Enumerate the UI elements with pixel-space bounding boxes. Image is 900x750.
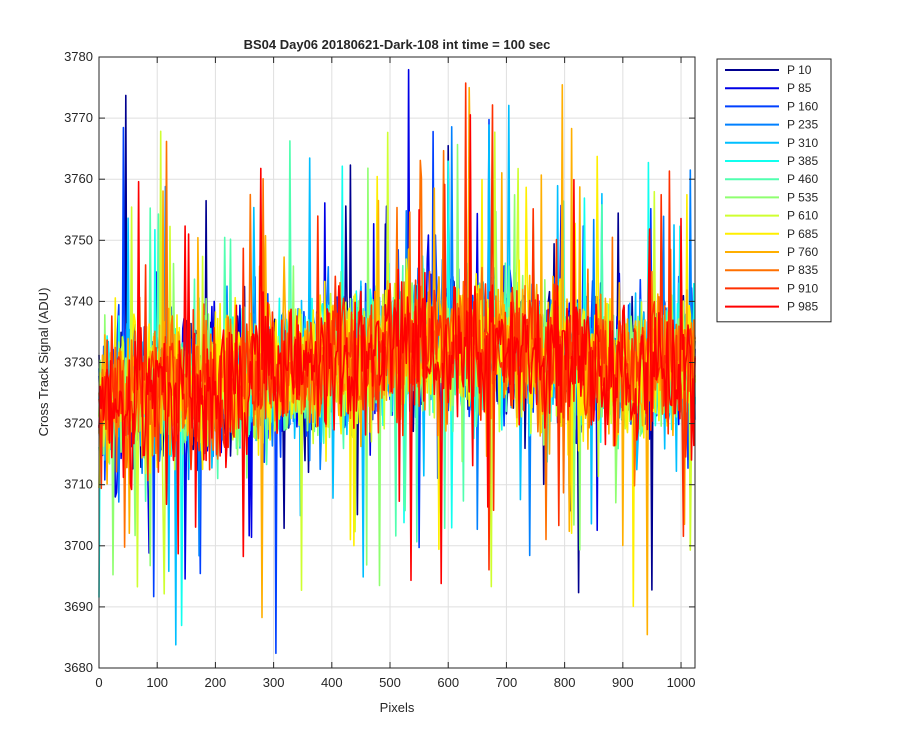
legend-label: P 235 xyxy=(787,118,818,132)
y-tick-label: 3780 xyxy=(64,49,93,64)
x-tick-label: 700 xyxy=(496,675,518,690)
legend-label: P 85 xyxy=(787,81,812,95)
legend-label: P 10 xyxy=(787,63,812,77)
y-axis: 3680 3690 3700 3710 3720 3730 3740 3750 3760 3770… xyxy=(64,49,695,675)
series-line xyxy=(98,114,696,585)
y-tick-label: 3760 xyxy=(64,171,93,186)
legend[interactable]: P 10 P 85 P 160 P 235 P 310 P 385 P 460 P 535 P … xyxy=(716,58,832,323)
legend-label: P 835 xyxy=(787,263,818,277)
legend-label: P 535 xyxy=(787,190,818,204)
legend-label: P 310 xyxy=(787,136,818,150)
legend-box xyxy=(716,58,832,323)
legend-label: P 460 xyxy=(787,172,818,186)
x-axis-label: Pixels xyxy=(380,700,415,715)
y-tick-label: 3770 xyxy=(64,110,93,125)
series-layer xyxy=(98,68,696,655)
legend-label: P 910 xyxy=(787,281,818,295)
chart-title: BS04 Day06 20180621-Dark-108 int time = … xyxy=(244,37,551,52)
legend-label: P 985 xyxy=(787,300,818,314)
legend-label: P 685 xyxy=(787,227,818,241)
x-tick-label: 1000 xyxy=(667,675,696,690)
y-tick-label: 3690 xyxy=(64,599,93,614)
y-tick-label: 3740 xyxy=(64,293,93,308)
y-tick-label: 3710 xyxy=(64,477,93,492)
x-tick-label: 0 xyxy=(95,675,102,690)
x-tick-label: 900 xyxy=(612,675,634,690)
legend-label: P 760 xyxy=(787,245,818,259)
x-tick-label: 600 xyxy=(437,675,459,690)
x-tick-label: 400 xyxy=(321,675,343,690)
legend-label: P 385 xyxy=(787,154,818,168)
x-tick-label: 300 xyxy=(263,675,285,690)
y-tick-label: 3730 xyxy=(64,355,93,370)
x-tick-label: 800 xyxy=(554,675,576,690)
legend-label: P 610 xyxy=(787,209,818,223)
y-tick-label: 3720 xyxy=(64,416,93,431)
x-tick-label: 500 xyxy=(379,675,401,690)
y-tick-label: 3750 xyxy=(64,232,93,247)
y-tick-label: 3700 xyxy=(64,538,93,553)
legend-label: P 160 xyxy=(787,99,818,113)
x-tick-label: 200 xyxy=(205,675,227,690)
y-axis-label: Cross Track Signal (ADU) xyxy=(36,288,51,437)
y-tick-label: 3680 xyxy=(64,660,93,675)
x-tick-label: 100 xyxy=(146,675,168,690)
x-axis: 0 100 200 300 400 500 600 700 800 900 1000 xyxy=(95,57,695,690)
